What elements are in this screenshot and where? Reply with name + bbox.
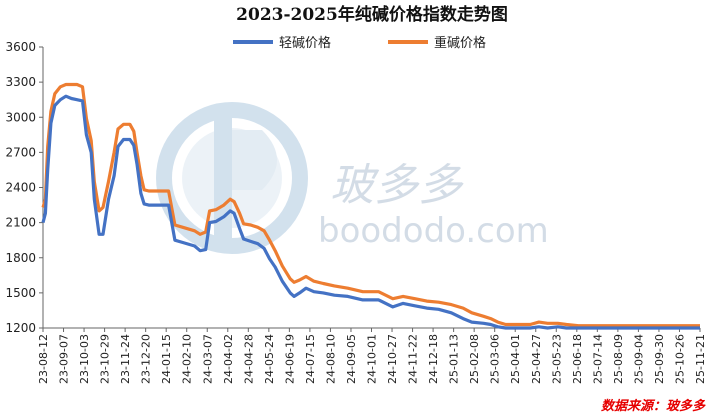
x-tick-label: 25-10-26 <box>673 334 686 384</box>
x-tick-label: 24-08-10 <box>324 334 337 384</box>
y-tick-label: 3000 <box>5 110 36 124</box>
x-tick-label: 24-07-15 <box>304 334 317 384</box>
x-tick-label: 23-08-12 <box>37 334 50 384</box>
x-tick-label: 24-04-02 <box>222 334 235 384</box>
x-tick-label: 25-06-18 <box>571 334 584 384</box>
y-tick-label: 2100 <box>5 216 36 230</box>
source-note: 数据来源：玻多多 <box>601 398 706 414</box>
legend-label-light: 轻碱价格 <box>279 35 331 51</box>
x-tick-label: 25-04-01 <box>509 334 522 384</box>
x-tick-label: 23-09-07 <box>58 334 71 384</box>
x-axis: 23-08-12 23-09-07 23-10-03 23-10-29 23-11-24… <box>37 327 707 384</box>
y-tick-label: 1500 <box>5 286 36 300</box>
chart-title: 2023-2025年纯碱价格指数走势图 <box>236 4 508 25</box>
x-tick-label: 24-09-05 <box>345 334 358 384</box>
x-tick-label: 24-01-15 <box>160 334 173 384</box>
y-tick-label: 1200 <box>5 321 36 335</box>
x-tick-label: 25-08-09 <box>612 334 625 384</box>
x-tick-label: 24-10-27 <box>386 334 399 384</box>
x-tick-label: 25-09-30 <box>653 334 666 384</box>
x-tick-label: 25-11-21 <box>694 334 707 384</box>
series-layer <box>41 82 700 330</box>
y-tick-label: 2700 <box>5 145 36 159</box>
y-tick-label: 1800 <box>5 251 36 265</box>
x-tick-label: 24-12-18 <box>427 334 440 384</box>
x-tick-label: 23-12-20 <box>140 334 153 384</box>
y-tick-label: 3300 <box>5 75 36 89</box>
y-tick-label: 2400 <box>5 181 36 195</box>
x-tick-label: 24-03-07 <box>201 334 214 384</box>
x-tick-label: 25-09-04 <box>632 334 645 384</box>
series-line-light-soda <box>41 94 700 330</box>
series-line-heavy-soda <box>41 82 700 328</box>
x-tick-label: 25-04-27 <box>530 334 543 384</box>
x-tick-label: 25-01-13 <box>448 334 461 384</box>
x-tick-label: 25-03-06 <box>489 334 502 384</box>
x-tick-label: 25-02-08 <box>468 334 481 384</box>
x-tick-label: 24-06-19 <box>283 334 296 384</box>
x-tick-label: 24-02-10 <box>181 334 194 384</box>
x-tick-label: 25-05-23 <box>550 334 563 384</box>
legend: 轻碱价格 重碱价格 <box>233 35 486 51</box>
x-tick-label: 24-04-28 <box>242 334 255 384</box>
y-axis: 1200 1500 1800 2100 2400 2700 3000 3300 3600 <box>5 40 44 335</box>
x-tick-label: 24-11-22 <box>407 334 420 384</box>
x-tick-label: 24-05-24 <box>263 334 276 384</box>
watermark-url: boododo.com <box>318 211 549 251</box>
x-tick-label: 24-10-01 <box>366 334 379 384</box>
y-tick-label: 3600 <box>5 40 36 54</box>
x-tick-label: 23-10-29 <box>99 334 112 384</box>
x-tick-label: 23-10-03 <box>78 334 91 384</box>
watermark-chinese: 玻多多 <box>330 160 464 211</box>
x-tick-label: 25-07-14 <box>591 334 604 384</box>
legend-label-heavy: 重碱价格 <box>434 35 486 51</box>
x-tick-label: 23-11-24 <box>119 334 132 384</box>
watermark: 玻多多 boododo.com <box>156 102 549 254</box>
watermark-logo <box>156 102 308 254</box>
